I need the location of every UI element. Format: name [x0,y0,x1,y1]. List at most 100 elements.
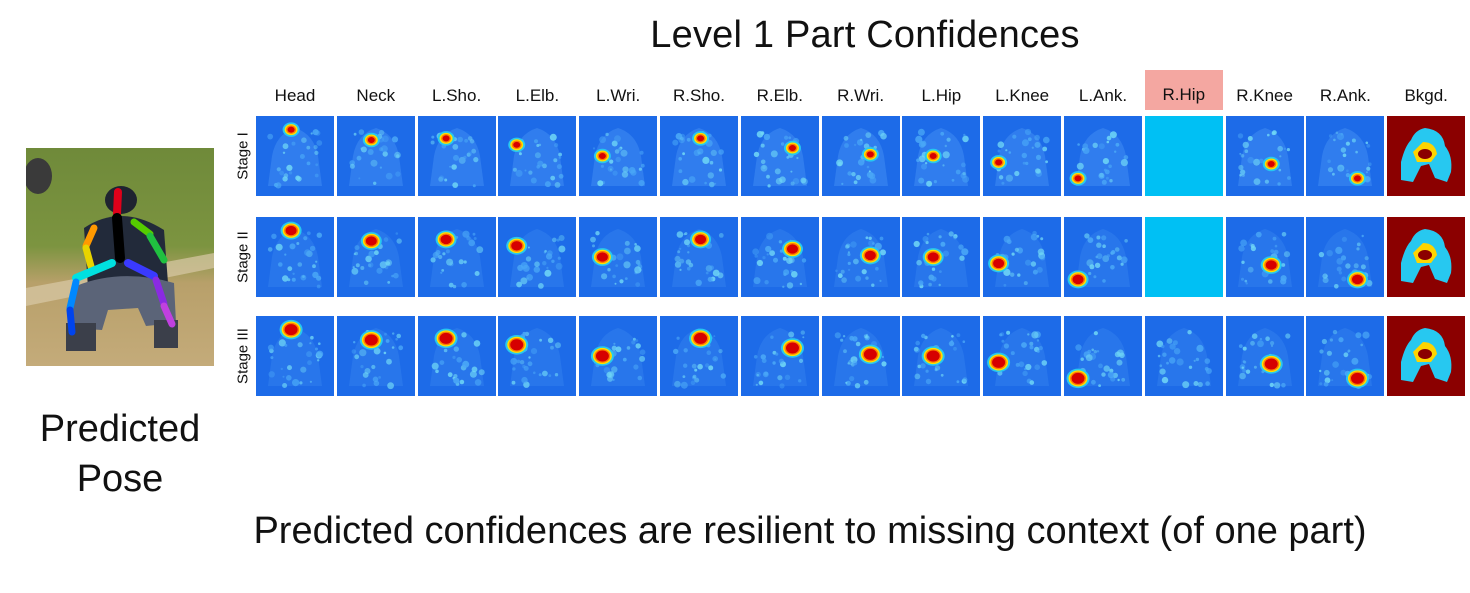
pose-caption-line-1: Predicted [39,408,201,450]
heatmap-image [1225,116,1304,196]
heatmap-image [1144,217,1223,297]
heatmap-image [1064,217,1142,297]
heatmap-cell [740,217,819,297]
heatmap-image [498,116,577,196]
heatmap-cell [336,116,415,196]
heatmap-image [336,116,415,196]
heatmap-image [256,316,334,396]
column-label-l-sho: L.Sho. [432,86,482,105]
heatmap-cell [821,316,900,396]
pose-caption: Predicted Pose [20,404,220,504]
heatmap-cell [1306,116,1385,196]
heatmap-cell [498,217,577,297]
heatmap-image [983,217,1062,297]
stage-label-3: Stage III [234,328,252,384]
heatmap-image [1306,217,1385,297]
heatmap-cell [902,217,981,297]
heatmap-image [579,217,658,297]
column-label-l-elb: L.Elb. [515,86,560,105]
heatmap-cell [417,116,496,196]
heatmap-cell [983,217,1062,297]
heatmap-cell [1225,217,1304,297]
heatmap-cell [1387,116,1466,196]
heatmap-image [902,116,981,196]
column-label-r-wri: R.Wri. [837,86,885,105]
heatmap-cell [1225,316,1304,396]
figure-title: Level 1 Part Confidences [650,14,1080,56]
column-label-r-elb: R.Elb. [756,86,803,105]
heatmap-cell [1144,316,1223,396]
heatmap-image [1387,116,1466,196]
heatmap-cell [1144,116,1223,196]
heatmap-image [1064,316,1142,396]
column-label-neck: Neck [356,86,396,105]
heatmap-cell [1064,217,1142,297]
heatmap-cell [579,116,658,196]
heatmap-cell [336,217,415,297]
column-label-r-hip: R.Hip [1144,70,1223,110]
heatmap-image [821,316,900,396]
heatmap-cell [1144,217,1223,297]
column-label-bkgd: Bkgd. [1404,86,1448,105]
heatmap-image [660,116,738,196]
heatmap-image [1306,316,1385,396]
pose-photo-illustration [26,148,214,366]
heatmap-cell [1306,217,1385,297]
heatmap-image [1064,116,1142,196]
heatmap-cell [1306,316,1385,396]
heatmap-image [417,116,496,196]
heatmap-image [1144,116,1223,196]
column-label-l-ank: L.Ank. [1078,86,1128,105]
heatmap-cell [498,116,577,196]
heatmap-image [740,116,819,196]
heatmap-image [498,316,577,396]
heatmap-image [740,316,819,396]
heatmap-image [1144,316,1223,396]
heatmap-image [902,217,981,297]
heatmap-image [498,217,577,297]
heatmap-image [256,116,334,196]
heatmap-image [579,316,658,396]
heatmap-image [1225,217,1304,297]
heatmap-image [1306,116,1385,196]
heatmap-image [821,116,900,196]
heatmap-cell [336,316,415,396]
heatmap-cell [1225,116,1304,196]
stage-label-1: Stage I [234,132,252,180]
heatmap-cell [660,116,738,196]
predicted-pose-image [26,148,214,366]
heatmap-image [902,316,981,396]
heatmap-cell [821,217,900,297]
heatmap-cell [256,217,334,297]
heatmap-cell [660,217,738,297]
column-label-r-ank: R.Ank. [1319,86,1371,105]
column-label-l-wri: L.Wri. [596,86,641,105]
heatmap-image [336,217,415,297]
column-label-l-hip: L.Hip [921,86,962,105]
heatmap-cell [1387,217,1466,297]
heatmap-cell [983,316,1062,396]
heatmap-cell [983,116,1062,196]
heatmap-image [660,217,738,297]
pose-caption-line-2: Pose [76,458,164,500]
heatmap-cell [579,217,658,297]
heatmap-image [417,316,496,396]
heatmap-image [660,316,738,396]
heatmap-cell [660,316,738,396]
heatmap-cell [417,316,496,396]
heatmap-cell [256,116,334,196]
heatmap-cell [498,316,577,396]
heatmap-image [983,116,1062,196]
heatmap-image [417,217,496,297]
column-label-head: Head [274,86,316,105]
column-label-r-knee: R.Knee [1236,86,1293,105]
heatmap-cell [902,316,981,396]
heatmap-cell [1387,316,1466,396]
heatmap-image [1387,217,1466,297]
heatmap-image [740,217,819,297]
bottom-caption: Predicted confidences are resilient to m… [253,510,1367,552]
part-column-labels: Head Neck L.Sho. L.Elb. L.Wri. R.Sho. R.Elb. R.… [256,70,1470,110]
heatmap-cell [1064,116,1142,196]
heatmap-image [1225,316,1304,396]
column-label-l-knee: L.Knee [995,86,1050,105]
